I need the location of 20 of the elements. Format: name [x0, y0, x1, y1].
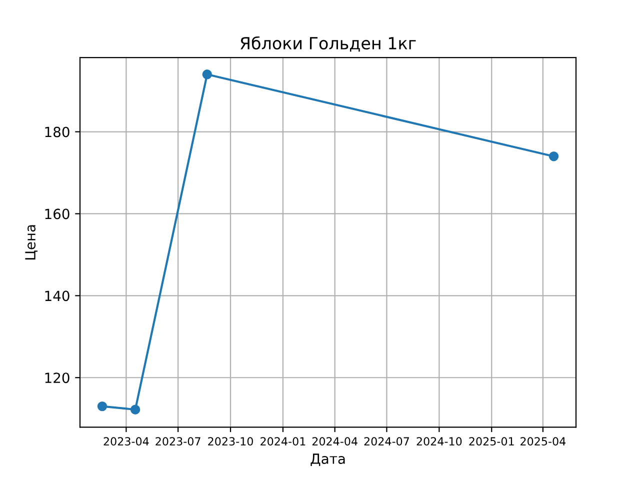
y-tick-label: 120	[45, 372, 70, 384]
x-tick-label: 2025-01	[469, 437, 514, 446]
x-tick-label: 2025-04	[520, 437, 566, 446]
chart-title: Яблоки Гольден 1кг	[240, 36, 416, 52]
x-tick-label: 2024-10	[416, 437, 462, 446]
y-tick-label: 180	[45, 126, 70, 138]
point	[97, 401, 108, 412]
point	[202, 70, 212, 80]
y-tick-label: 140	[45, 290, 70, 302]
y-axis-title: Цена	[25, 225, 38, 260]
point	[548, 151, 559, 162]
x-tick-label: 2023-10	[208, 437, 253, 446]
x-tick-label: 2024-01	[260, 437, 306, 446]
point	[130, 404, 140, 414]
x-tick-label: 2023-04	[104, 437, 149, 446]
x-tick-label: 2024-07	[364, 437, 409, 446]
y-tick-label: 160	[45, 208, 70, 220]
x-axis-title: Дата	[310, 454, 345, 466]
x-tick-label: 2024-04	[312, 437, 358, 446]
x-tick-label: 2023-07	[156, 437, 200, 446]
